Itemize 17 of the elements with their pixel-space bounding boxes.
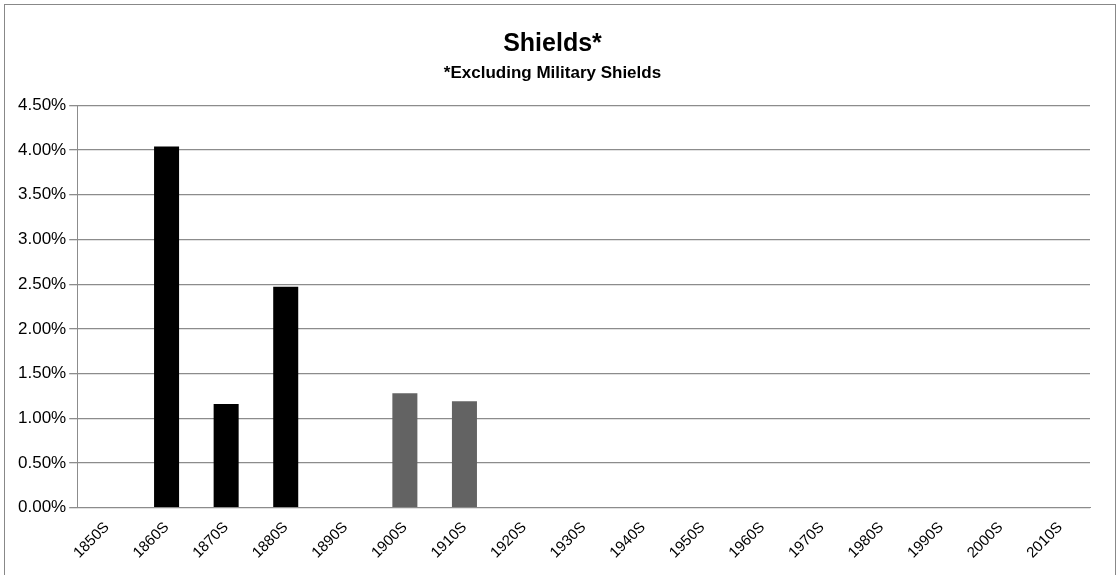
chart-title: Shields*: [503, 27, 603, 56]
y-tick-label: 3.00%: [18, 229, 67, 249]
y-tick-label: 0.50%: [18, 452, 67, 472]
y-tick-label: 0.00%: [18, 497, 67, 517]
chart-subtitle: *Excluding Military Shields: [443, 62, 662, 82]
bar: [392, 393, 418, 507]
bar: [451, 401, 477, 507]
y-tick-label: 2.00%: [18, 318, 67, 338]
bar: [273, 286, 299, 507]
y-tick-label: 3.50%: [18, 184, 67, 204]
y-tick-label: 1.50%: [18, 363, 67, 383]
y-tick-label: 4.00%: [18, 139, 67, 159]
y-tick-label: 2.50%: [18, 273, 67, 293]
y-tick-label: 1.00%: [18, 407, 67, 427]
bar: [154, 146, 180, 507]
y-tick-label: 4.50%: [18, 95, 67, 115]
bar: [213, 403, 239, 507]
